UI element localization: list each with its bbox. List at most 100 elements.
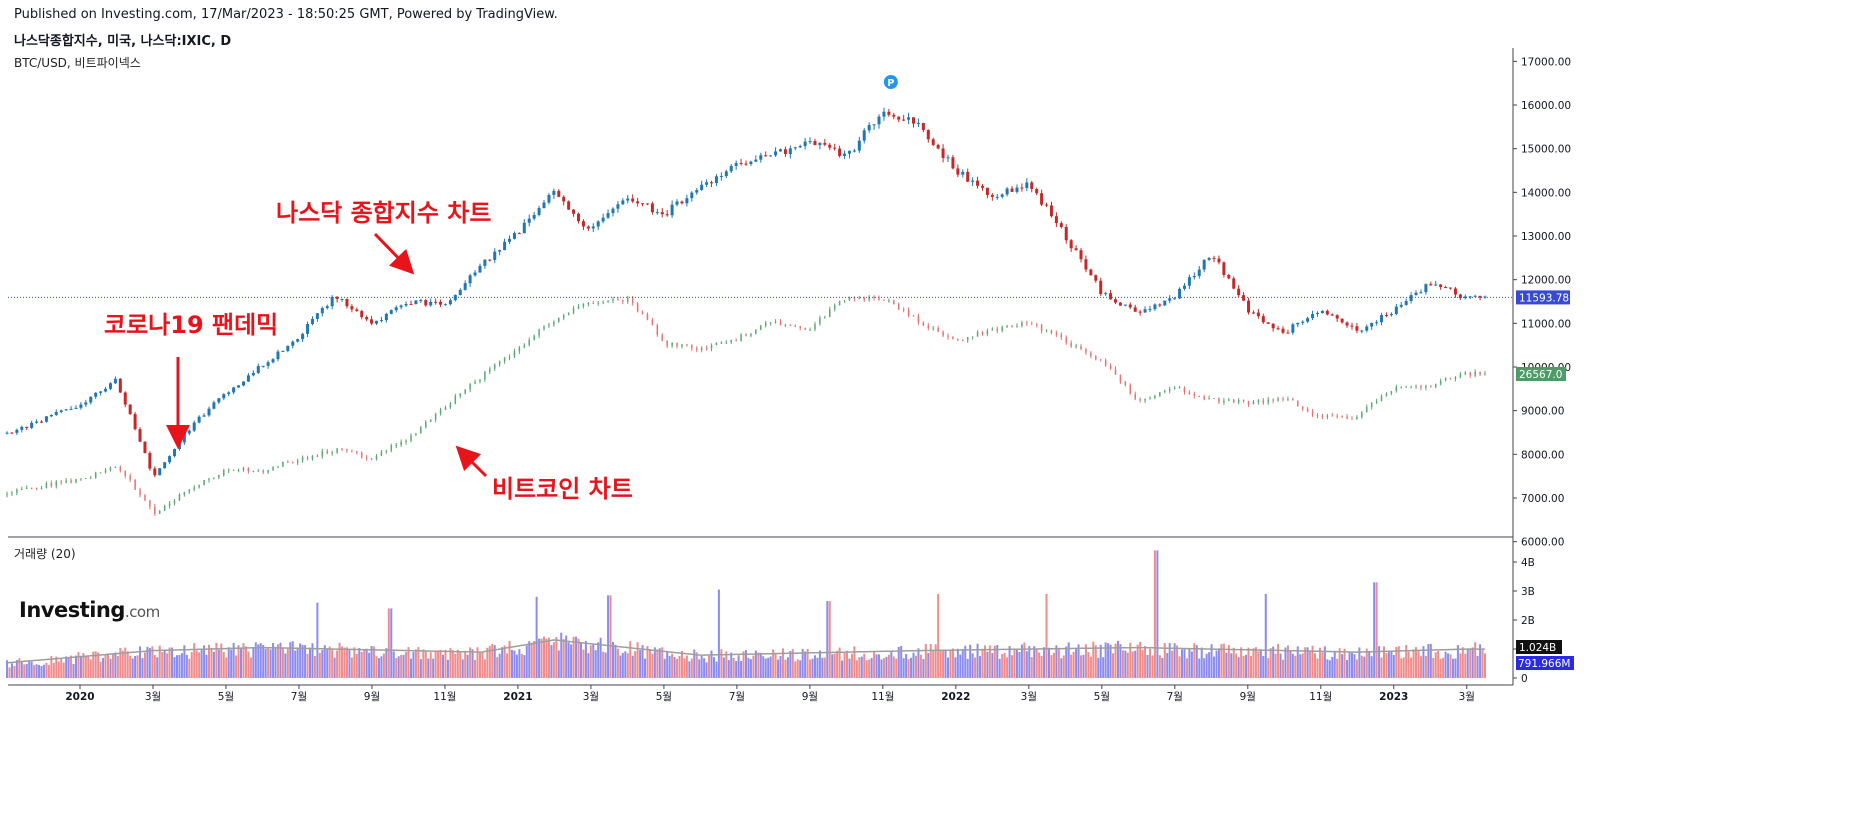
volume-bar xyxy=(1028,646,1031,678)
btc-candle xyxy=(868,296,870,301)
btc-candle xyxy=(493,364,496,369)
volume-bar xyxy=(141,658,144,678)
volume-bar xyxy=(828,601,831,678)
volume-bar xyxy=(23,664,26,678)
volume-bar xyxy=(998,658,1001,678)
volume-bar xyxy=(47,665,50,678)
btc-candle xyxy=(11,492,13,494)
btc-candle xyxy=(1095,355,1097,360)
btc-candle xyxy=(784,324,787,326)
volume-bar xyxy=(683,658,686,678)
volume-bar xyxy=(301,644,304,678)
btc-candle xyxy=(213,477,215,479)
nasdaq-candle xyxy=(818,142,822,146)
volume-bar xyxy=(875,654,878,678)
nasdaq-candle xyxy=(586,226,590,229)
nasdaq-candle xyxy=(394,307,398,311)
volume-bar xyxy=(493,645,496,678)
volume-bar xyxy=(777,659,780,678)
btc-candle xyxy=(1479,371,1481,375)
nasdaq-candle xyxy=(808,141,812,143)
volume-bar xyxy=(1173,643,1176,678)
volume-bar xyxy=(1156,550,1159,678)
btc-candle xyxy=(267,470,269,473)
volume-bar xyxy=(72,664,75,678)
nasdaq-candle xyxy=(1242,295,1246,301)
volume-bar xyxy=(584,640,587,678)
volume-bar xyxy=(626,653,629,678)
nasdaq-candle xyxy=(320,308,324,314)
volume-bar xyxy=(1442,657,1445,678)
btc-candle xyxy=(415,433,417,436)
btc-candle xyxy=(1075,346,1077,348)
nasdaq-candle xyxy=(202,415,206,417)
volume-bar xyxy=(1200,647,1203,678)
btc-candle xyxy=(592,303,595,305)
volume-bar xyxy=(1353,654,1356,678)
btc-candle xyxy=(1247,401,1250,405)
volume-bar xyxy=(809,659,812,678)
nasdaq-candle xyxy=(1005,188,1009,195)
volume-bar xyxy=(917,648,920,678)
volume-bar xyxy=(1481,650,1484,678)
btc-candle xyxy=(1006,325,1008,327)
btc-candle xyxy=(1385,393,1388,397)
volume-bar xyxy=(390,608,393,678)
time-tick-label: 7월 xyxy=(729,691,745,703)
btc-candle xyxy=(1203,396,1205,400)
volume-bar xyxy=(446,659,449,678)
nasdaq-candle xyxy=(729,165,733,172)
price-tick-label: 6000.00 xyxy=(1521,537,1564,549)
nasdaq-candle xyxy=(478,265,482,273)
volume-bar xyxy=(454,653,457,678)
volume-bar xyxy=(444,649,447,678)
nasdaq-candle xyxy=(1054,216,1058,224)
volume-bar xyxy=(501,647,504,678)
btc-candle xyxy=(878,298,880,300)
nasdaq-candle xyxy=(1212,257,1216,259)
btc-candle xyxy=(523,345,526,348)
btc-candle xyxy=(691,344,693,349)
volume-bar xyxy=(865,660,868,678)
volume-bar xyxy=(1466,649,1469,678)
volume-bar xyxy=(964,645,967,678)
volume-bar xyxy=(1087,652,1090,678)
btc-candle xyxy=(50,483,53,487)
volume-tick-label: 0 xyxy=(1521,673,1528,685)
volume-bar xyxy=(1208,652,1211,678)
volume-bar xyxy=(1013,649,1016,678)
nasdaq-candle xyxy=(616,204,620,209)
time-tick-label: 3월 xyxy=(145,691,161,703)
volume-bar xyxy=(560,632,563,678)
volume-bar xyxy=(641,645,644,678)
nasdaq-candle xyxy=(429,301,433,306)
btc-candle xyxy=(553,321,555,325)
volume-bar xyxy=(1114,643,1117,678)
nasdaq-candle xyxy=(212,402,216,409)
volume-ma-badge xyxy=(1516,656,1574,670)
volume-bar xyxy=(1121,650,1124,678)
nasdaq-candle xyxy=(84,402,88,405)
btc-candle xyxy=(1277,398,1279,401)
btc-candle xyxy=(779,321,782,325)
volume-bar xyxy=(350,657,353,678)
nasdaq-candle xyxy=(710,182,714,184)
volume-bar xyxy=(422,649,425,678)
volume-bar xyxy=(1104,642,1107,678)
volume-bar xyxy=(185,654,188,678)
volume-bar xyxy=(94,651,97,678)
volume-bar xyxy=(712,657,715,678)
nasdaq-candle xyxy=(227,392,231,395)
volume-bar xyxy=(1461,647,1464,678)
nasdaq-candle xyxy=(1010,188,1014,192)
nasdaq-candle xyxy=(153,468,157,476)
volume-bar xyxy=(956,648,959,678)
nasdaq-candle xyxy=(887,111,891,115)
volume-bar xyxy=(764,658,767,678)
volume-bar xyxy=(119,647,122,678)
volume-bar xyxy=(343,647,346,678)
btc-price-badge xyxy=(1516,367,1566,381)
volume-bar xyxy=(1092,641,1095,678)
nasdaq-candle xyxy=(522,222,526,234)
